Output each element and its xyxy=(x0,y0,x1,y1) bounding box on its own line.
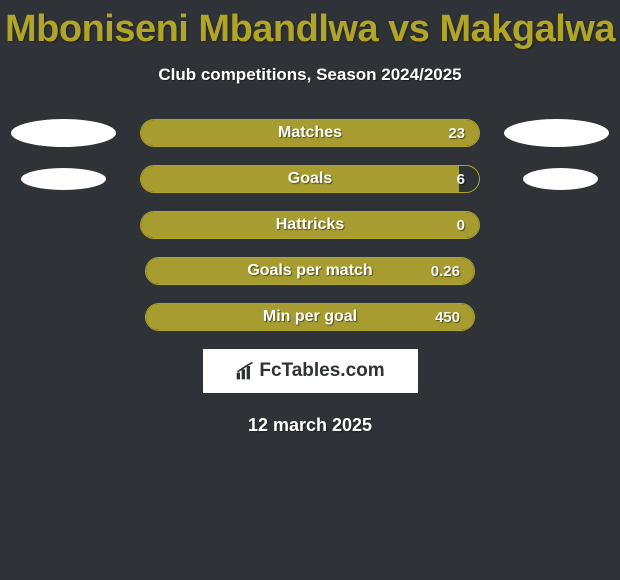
left-ellipse-slot xyxy=(11,119,116,147)
stat-bar: Hattricks0 xyxy=(140,211,480,239)
stat-row: Min per goal450 xyxy=(0,303,620,331)
left-ellipse-slot xyxy=(11,168,116,190)
stat-row: Goals6 xyxy=(0,165,620,193)
stat-rows: Matches23 Goals6 Hattricks0 Goals per match… xyxy=(0,119,620,331)
stat-value: 450 xyxy=(435,304,460,330)
stat-bar: Min per goal450 xyxy=(145,303,475,331)
ellipse-icon xyxy=(21,168,106,190)
stat-label: Goals per match xyxy=(146,258,474,284)
stat-label: Matches xyxy=(141,120,479,146)
stat-row: Matches23 xyxy=(0,119,620,147)
stat-bar: Goals per match0.26 xyxy=(145,257,475,285)
ellipse-icon xyxy=(11,119,116,147)
ellipse-icon xyxy=(523,168,598,190)
logo-box: FcTables.com xyxy=(203,349,418,393)
stat-value: 23 xyxy=(448,120,465,146)
stat-label: Hattricks xyxy=(141,212,479,238)
stat-value: 0 xyxy=(457,212,465,238)
bars-icon xyxy=(235,361,255,381)
page-title: Mboniseni Mbandlwa vs Makgalwa xyxy=(0,0,620,51)
stat-label: Min per goal xyxy=(146,304,474,330)
right-ellipse-slot xyxy=(504,168,609,190)
ellipse-icon xyxy=(504,119,609,147)
stat-bar: Goals6 xyxy=(140,165,480,193)
right-ellipse-slot xyxy=(504,119,609,147)
stat-value: 6 xyxy=(457,166,465,192)
stat-bar: Matches23 xyxy=(140,119,480,147)
stat-row: Goals per match0.26 xyxy=(0,257,620,285)
logo-text: FcTables.com xyxy=(259,360,384,382)
stat-row: Hattricks0 xyxy=(0,211,620,239)
page-subtitle: Club competitions, Season 2024/2025 xyxy=(0,65,620,85)
date-text: 12 march 2025 xyxy=(0,415,620,436)
stat-value: 0.26 xyxy=(431,258,460,284)
stat-label: Goals xyxy=(141,166,479,192)
